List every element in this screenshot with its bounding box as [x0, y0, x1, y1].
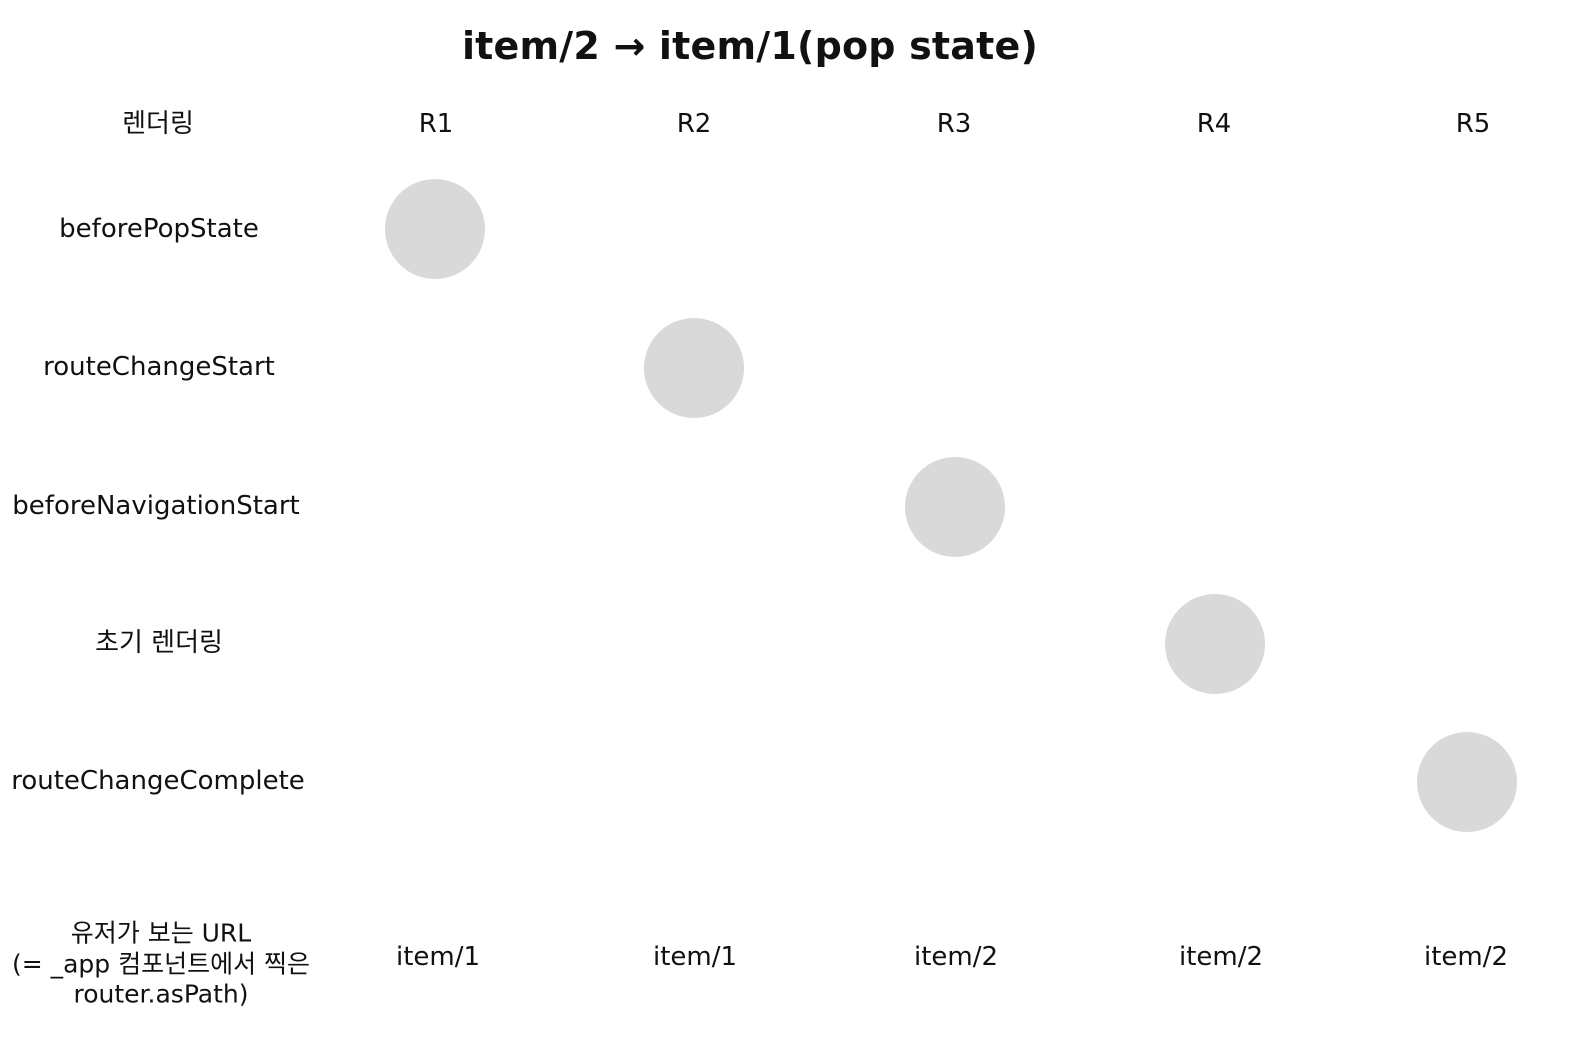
event-marker-r4 [1165, 594, 1265, 694]
url-row-label-line-3: router.asPath) [73, 979, 249, 1009]
event-marker-r5 [1417, 732, 1517, 832]
url-row-label: 유저가 보는 URL (= _app 컴포넌트에서 찍은 router.asPa… [12, 918, 310, 1010]
row-label-before-pop-state: beforePopState [59, 214, 259, 245]
url-value-r1: item/1 [395, 942, 481, 973]
corner-label: 렌더링 [122, 109, 194, 140]
column-header-r3: R3 [936, 109, 972, 140]
row-label-initial-render: 초기 렌더링 [95, 628, 223, 659]
url-value-r4: item/2 [1178, 942, 1264, 973]
event-marker-r3 [905, 457, 1005, 557]
column-header-r5: R5 [1455, 109, 1491, 140]
event-marker-r1 [385, 179, 485, 279]
url-value-r2: item/1 [652, 942, 738, 973]
diagram-title: item/2 → item/1(pop state) [461, 24, 1039, 68]
url-value-r3: item/2 [913, 942, 999, 973]
column-header-r1: R1 [418, 109, 454, 140]
column-header-r4: R4 [1196, 109, 1232, 140]
url-value-r5: item/2 [1423, 942, 1509, 973]
url-row-label-line-2: (= _app 컴포넌트에서 찍은 [11, 948, 311, 978]
row-label-route-change-complete: routeChangeComplete [11, 766, 305, 797]
url-row-label-line-1: 유저가 보는 URL [70, 918, 252, 948]
row-label-before-navigation-start: beforeNavigationStart [12, 491, 300, 522]
row-label-route-change-start: routeChangeStart [43, 352, 275, 383]
event-marker-r2 [644, 318, 744, 418]
column-header-r2: R2 [676, 109, 712, 140]
